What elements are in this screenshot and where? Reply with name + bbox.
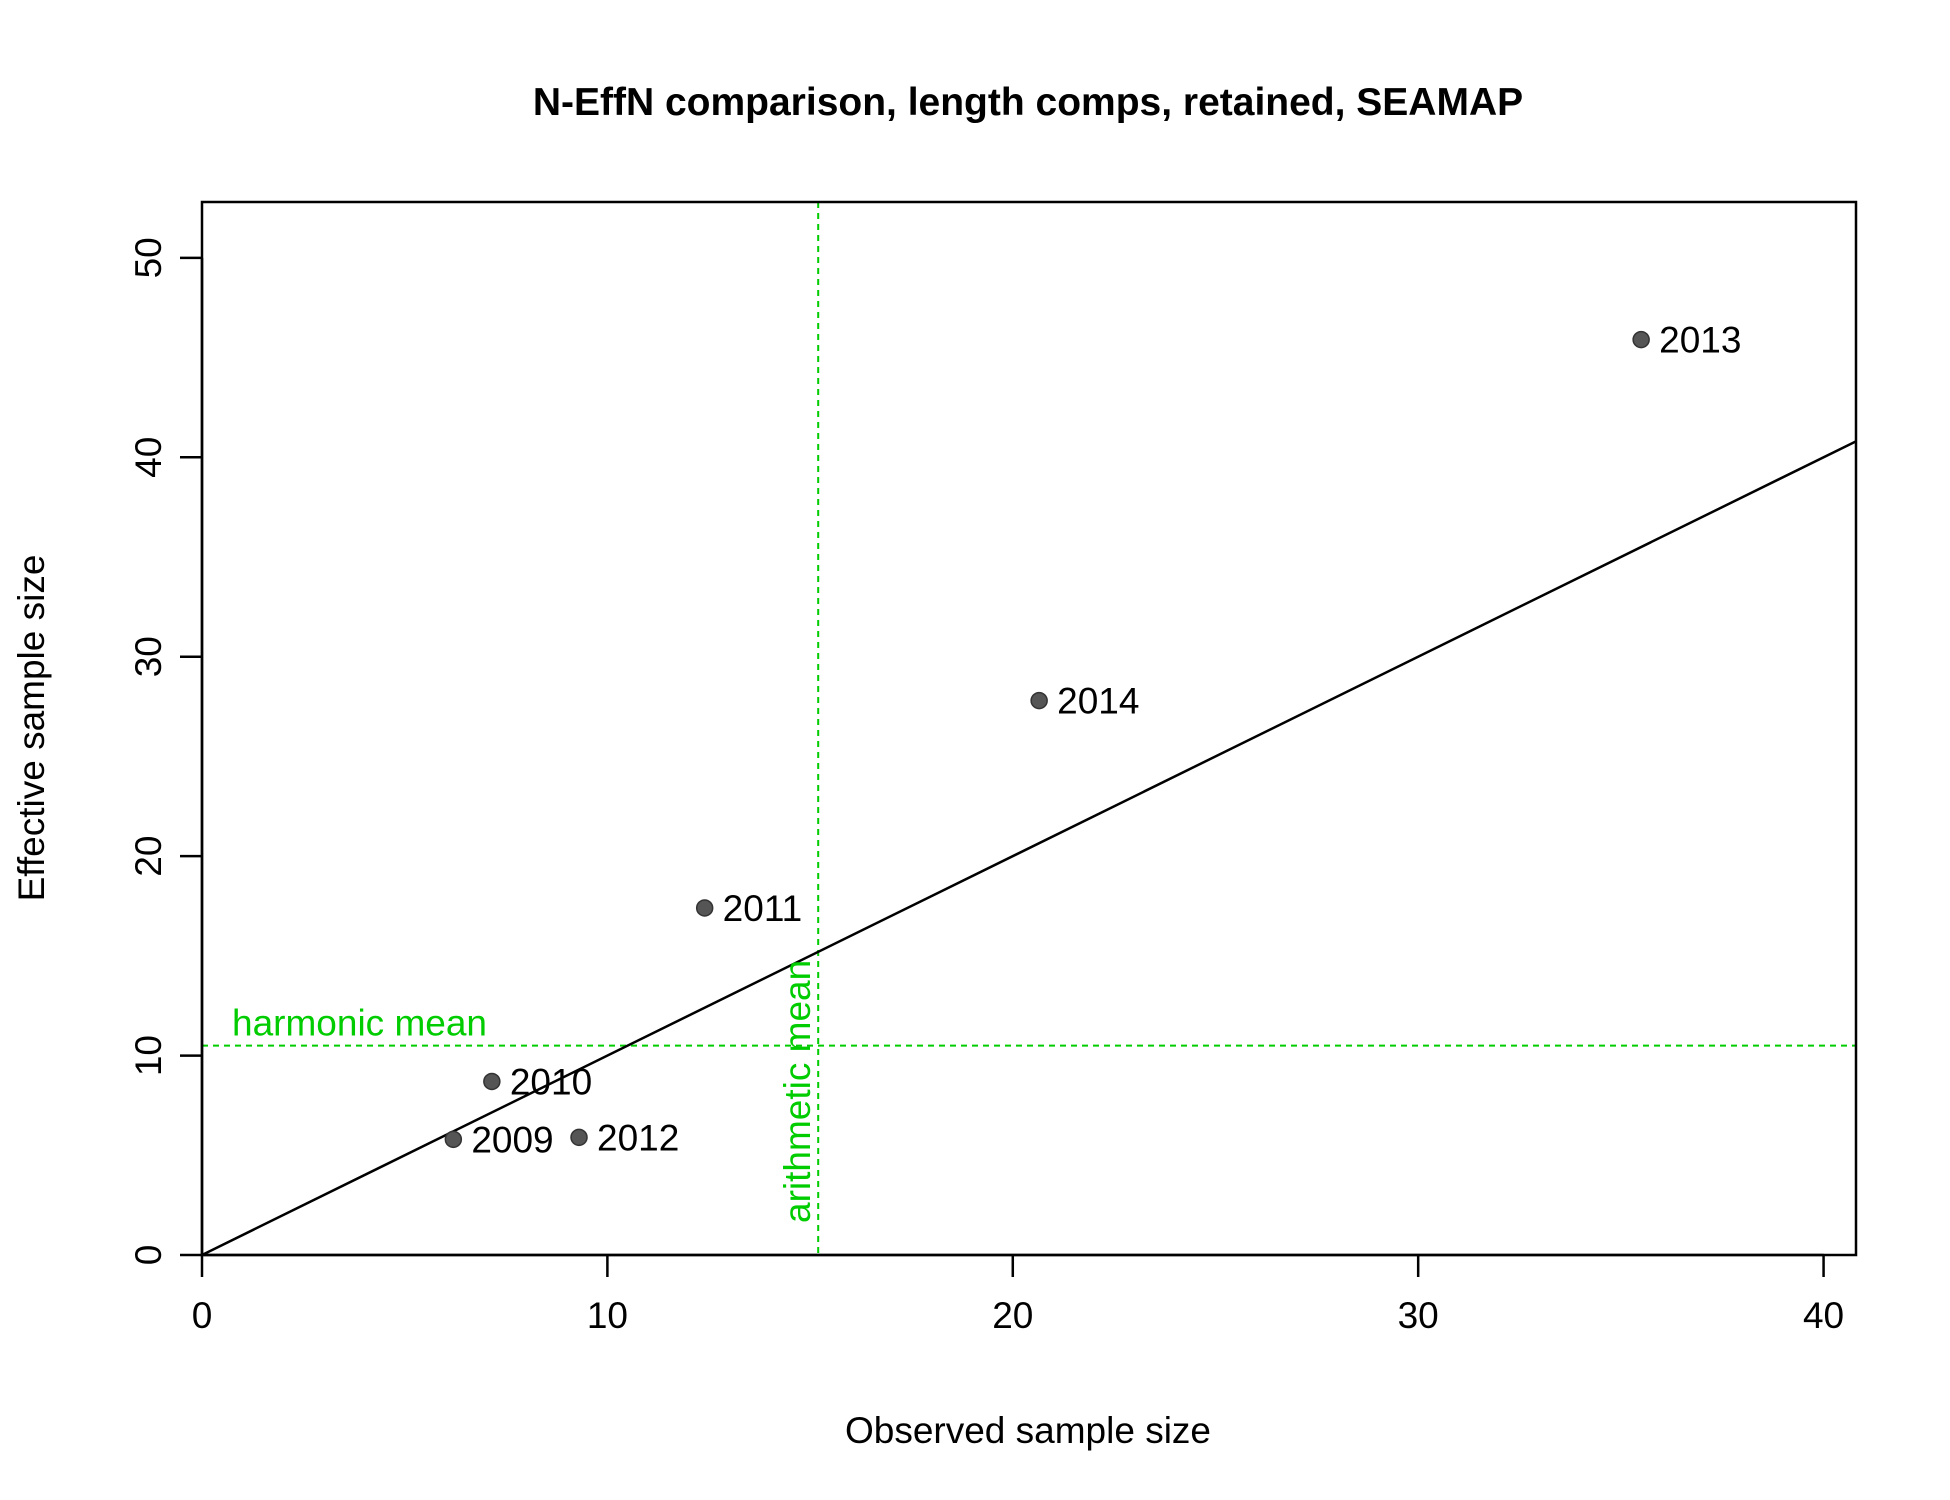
y-tick-label-10: 10 <box>128 1035 169 1076</box>
arithmetic-mean-label: arithmetic mean <box>777 960 818 1223</box>
y-axis: 0 10 20 30 40 50 <box>128 237 204 1266</box>
plot-frame <box>200 200 1858 1257</box>
y-tick-label-0: 0 <box>128 1245 169 1266</box>
x-tick-label-40: 40 <box>1803 1295 1844 1336</box>
point-label-2010: 2010 <box>510 1061 592 1102</box>
y-tick-label-20: 20 <box>128 836 169 877</box>
point-label-2013: 2013 <box>1659 320 1741 361</box>
data-point-2013 <box>1632 330 1650 349</box>
data-point-2014 <box>1030 691 1048 710</box>
plot-area: harmonic mean arithmetic mean 2009 2010 2011… <box>202 202 1856 1255</box>
point-label-2009: 2009 <box>471 1119 553 1160</box>
x-tick-label-20: 20 <box>992 1295 1033 1336</box>
data-point-2011 <box>695 899 714 917</box>
harmonic-mean-label: harmonic mean <box>232 1003 487 1044</box>
x-axis-label: Observed sample size <box>845 1410 1211 1451</box>
y-axis-label: Effective sample size <box>11 555 52 902</box>
one-to-one-line <box>202 440 1856 1255</box>
x-tick-label-30: 30 <box>1398 1295 1439 1336</box>
y-tick-label-50: 50 <box>128 237 169 278</box>
chart-title: N-EffN comparison, length comps, retaine… <box>533 81 1523 124</box>
x-tick-label-10: 10 <box>587 1295 628 1336</box>
y-tick-label-40: 40 <box>128 437 169 478</box>
data-point-2010 <box>483 1072 501 1091</box>
data-point-2009 <box>444 1130 463 1149</box>
x-axis: 0 10 20 30 40 <box>192 1253 1844 1336</box>
point-label-2011: 2011 <box>723 888 803 929</box>
plot-contents <box>202 202 1856 1255</box>
y-tick-label-30: 30 <box>128 636 169 677</box>
point-label-2014: 2014 <box>1057 681 1139 722</box>
point-label-2012: 2012 <box>597 1117 679 1158</box>
data-point-2012 <box>570 1128 588 1147</box>
x-tick-label-0: 0 <box>192 1295 213 1336</box>
